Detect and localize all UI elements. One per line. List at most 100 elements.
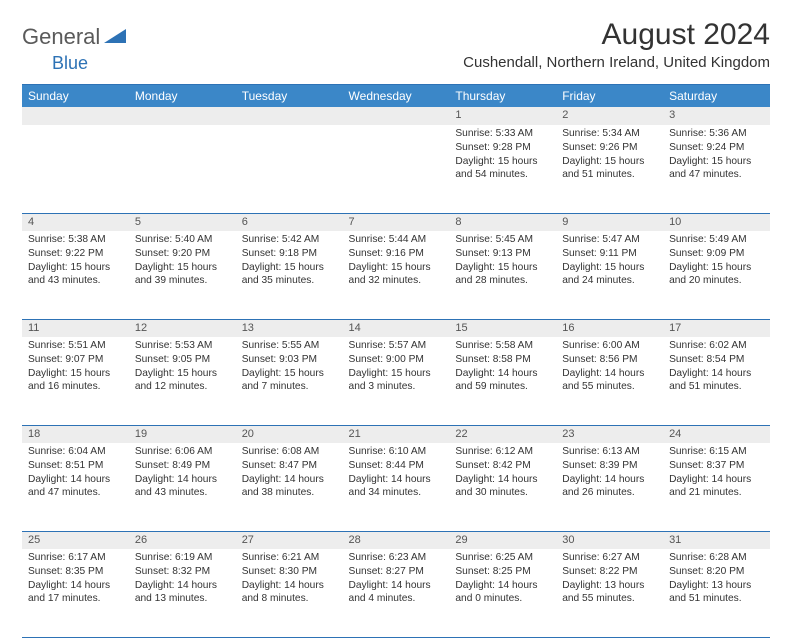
weekday-header: Thursday <box>449 85 556 107</box>
day-body-cell: Sunrise: 6:12 AMSunset: 8:42 PMDaylight:… <box>449 443 556 531</box>
day-number: 3 <box>663 107 770 123</box>
day-number: 31 <box>663 532 770 548</box>
day-number: 29 <box>449 532 556 548</box>
day-number-cell: 10 <box>663 213 770 231</box>
day-details: Sunrise: 6:28 AMSunset: 8:20 PMDaylight:… <box>663 549 770 610</box>
day-details: Sunrise: 5:36 AMSunset: 9:24 PMDaylight:… <box>663 125 770 186</box>
week-daynum-row: 25262728293031 <box>22 531 770 549</box>
day-body-cell: Sunrise: 6:25 AMSunset: 8:25 PMDaylight:… <box>449 549 556 637</box>
day-body-cell: Sunrise: 6:00 AMSunset: 8:56 PMDaylight:… <box>556 337 663 425</box>
day-body-cell: Sunrise: 5:34 AMSunset: 9:26 PMDaylight:… <box>556 125 663 213</box>
day-details: Sunrise: 6:17 AMSunset: 8:35 PMDaylight:… <box>22 549 129 610</box>
day-number-cell: 23 <box>556 425 663 443</box>
day-number: 26 <box>129 532 236 548</box>
day-body-cell: Sunrise: 5:47 AMSunset: 9:11 PMDaylight:… <box>556 231 663 319</box>
day-body-cell: Sunrise: 5:53 AMSunset: 9:05 PMDaylight:… <box>129 337 236 425</box>
week-body-row: Sunrise: 5:33 AMSunset: 9:28 PMDaylight:… <box>22 125 770 213</box>
day-number-cell: 12 <box>129 319 236 337</box>
day-number-cell <box>236 107 343 125</box>
day-number: 24 <box>663 426 770 442</box>
calendar-header-row: SundayMondayTuesdayWednesdayThursdayFrid… <box>22 85 770 107</box>
day-number-cell: 2 <box>556 107 663 125</box>
day-number: 6 <box>236 214 343 230</box>
week-body-row: Sunrise: 5:38 AMSunset: 9:22 PMDaylight:… <box>22 231 770 319</box>
day-body-cell: Sunrise: 6:02 AMSunset: 8:54 PMDaylight:… <box>663 337 770 425</box>
day-number: 17 <box>663 320 770 336</box>
day-number: 12 <box>129 320 236 336</box>
day-details: Sunrise: 6:25 AMSunset: 8:25 PMDaylight:… <box>449 549 556 610</box>
day-number-cell: 28 <box>343 531 450 549</box>
day-number: 22 <box>449 426 556 442</box>
day-number: 23 <box>556 426 663 442</box>
weekday-header: Friday <box>556 85 663 107</box>
day-number-cell: 22 <box>449 425 556 443</box>
day-number-cell: 19 <box>129 425 236 443</box>
day-details: Sunrise: 6:21 AMSunset: 8:30 PMDaylight:… <box>236 549 343 610</box>
day-number: 2 <box>556 107 663 123</box>
day-details: Sunrise: 6:19 AMSunset: 8:32 PMDaylight:… <box>129 549 236 610</box>
day-body-cell: Sunrise: 5:33 AMSunset: 9:28 PMDaylight:… <box>449 125 556 213</box>
day-number-cell: 9 <box>556 213 663 231</box>
month-title: August 2024 <box>463 18 770 52</box>
day-body-cell: Sunrise: 6:15 AMSunset: 8:37 PMDaylight:… <box>663 443 770 531</box>
day-number: 9 <box>556 214 663 230</box>
day-details: Sunrise: 5:55 AMSunset: 9:03 PMDaylight:… <box>236 337 343 398</box>
day-number-cell: 5 <box>129 213 236 231</box>
day-details: Sunrise: 6:15 AMSunset: 8:37 PMDaylight:… <box>663 443 770 504</box>
day-number: 20 <box>236 426 343 442</box>
day-number-cell: 7 <box>343 213 450 231</box>
day-number-cell: 18 <box>22 425 129 443</box>
day-details: Sunrise: 6:00 AMSunset: 8:56 PMDaylight:… <box>556 337 663 398</box>
day-details: Sunrise: 5:53 AMSunset: 9:05 PMDaylight:… <box>129 337 236 398</box>
day-details: Sunrise: 5:47 AMSunset: 9:11 PMDaylight:… <box>556 231 663 292</box>
day-number-cell: 29 <box>449 531 556 549</box>
day-details: Sunrise: 5:38 AMSunset: 9:22 PMDaylight:… <box>22 231 129 292</box>
day-details: Sunrise: 6:13 AMSunset: 8:39 PMDaylight:… <box>556 443 663 504</box>
day-body-cell: Sunrise: 6:19 AMSunset: 8:32 PMDaylight:… <box>129 549 236 637</box>
day-body-cell: Sunrise: 6:06 AMSunset: 8:49 PMDaylight:… <box>129 443 236 531</box>
day-body-cell: Sunrise: 5:44 AMSunset: 9:16 PMDaylight:… <box>343 231 450 319</box>
week-daynum-row: 123 <box>22 107 770 125</box>
week-daynum-row: 18192021222324 <box>22 425 770 443</box>
day-body-cell: Sunrise: 5:55 AMSunset: 9:03 PMDaylight:… <box>236 337 343 425</box>
day-body-cell: Sunrise: 6:27 AMSunset: 8:22 PMDaylight:… <box>556 549 663 637</box>
day-body-cell: Sunrise: 5:42 AMSunset: 9:18 PMDaylight:… <box>236 231 343 319</box>
day-details: Sunrise: 6:12 AMSunset: 8:42 PMDaylight:… <box>449 443 556 504</box>
calendar-body: 123Sunrise: 5:33 AMSunset: 9:28 PMDaylig… <box>22 107 770 637</box>
day-number: 13 <box>236 320 343 336</box>
day-details: Sunrise: 6:08 AMSunset: 8:47 PMDaylight:… <box>236 443 343 504</box>
day-number-cell: 26 <box>129 531 236 549</box>
day-details: Sunrise: 5:33 AMSunset: 9:28 PMDaylight:… <box>449 125 556 186</box>
day-body-cell: Sunrise: 6:08 AMSunset: 8:47 PMDaylight:… <box>236 443 343 531</box>
day-number: 27 <box>236 532 343 548</box>
day-number-cell: 27 <box>236 531 343 549</box>
week-daynum-row: 11121314151617 <box>22 319 770 337</box>
day-number: 28 <box>343 532 450 548</box>
day-number-cell: 14 <box>343 319 450 337</box>
day-number: 10 <box>663 214 770 230</box>
day-details: Sunrise: 6:04 AMSunset: 8:51 PMDaylight:… <box>22 443 129 504</box>
day-number: 7 <box>343 214 450 230</box>
logo-triangle-icon <box>104 27 126 48</box>
day-number: 14 <box>343 320 450 336</box>
day-details: Sunrise: 5:40 AMSunset: 9:20 PMDaylight:… <box>129 231 236 292</box>
day-body-cell: Sunrise: 6:28 AMSunset: 8:20 PMDaylight:… <box>663 549 770 637</box>
day-number-cell <box>343 107 450 125</box>
day-body-cell: Sunrise: 5:45 AMSunset: 9:13 PMDaylight:… <box>449 231 556 319</box>
day-number: 11 <box>22 320 129 336</box>
day-body-cell: Sunrise: 5:38 AMSunset: 9:22 PMDaylight:… <box>22 231 129 319</box>
weekday-header: Monday <box>129 85 236 107</box>
week-body-row: Sunrise: 5:51 AMSunset: 9:07 PMDaylight:… <box>22 337 770 425</box>
day-number: 1 <box>449 107 556 123</box>
day-details: Sunrise: 5:45 AMSunset: 9:13 PMDaylight:… <box>449 231 556 292</box>
day-body-cell: Sunrise: 6:21 AMSunset: 8:30 PMDaylight:… <box>236 549 343 637</box>
day-body-cell <box>129 125 236 213</box>
week-body-row: Sunrise: 6:17 AMSunset: 8:35 PMDaylight:… <box>22 549 770 637</box>
day-number-cell: 3 <box>663 107 770 125</box>
day-details: Sunrise: 5:42 AMSunset: 9:18 PMDaylight:… <box>236 231 343 292</box>
day-body-cell: Sunrise: 5:36 AMSunset: 9:24 PMDaylight:… <box>663 125 770 213</box>
logo-text-general: General <box>22 24 100 50</box>
weekday-header: Sunday <box>22 85 129 107</box>
day-number: 21 <box>343 426 450 442</box>
day-details: Sunrise: 6:10 AMSunset: 8:44 PMDaylight:… <box>343 443 450 504</box>
